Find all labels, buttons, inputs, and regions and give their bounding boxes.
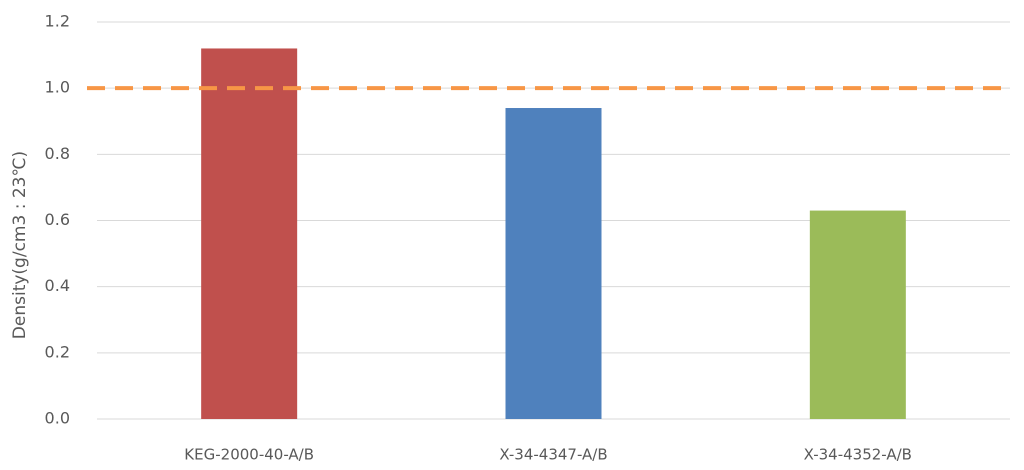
bar: [809, 210, 906, 419]
bar: [201, 48, 298, 419]
x-tick-label: X-34-4352-A/B: [804, 446, 912, 464]
y-tick-label: 0.0: [45, 409, 70, 428]
y-axis-label: Density(g/cm3 : 23℃): [10, 151, 30, 339]
y-tick-label: 0.6: [45, 210, 70, 229]
x-tick-label: KEG-2000-40-A/B: [184, 446, 314, 464]
x-tick-label: X-34-4347-A/B: [499, 446, 607, 464]
y-tick-label: 0.2: [45, 342, 70, 361]
y-tick-label: 0.8: [45, 144, 70, 163]
y-tick-label: 1.0: [45, 78, 70, 97]
bar: [505, 108, 602, 420]
y-tick-label: 1.2: [45, 12, 70, 31]
y-tick-label: 0.4: [45, 276, 70, 295]
